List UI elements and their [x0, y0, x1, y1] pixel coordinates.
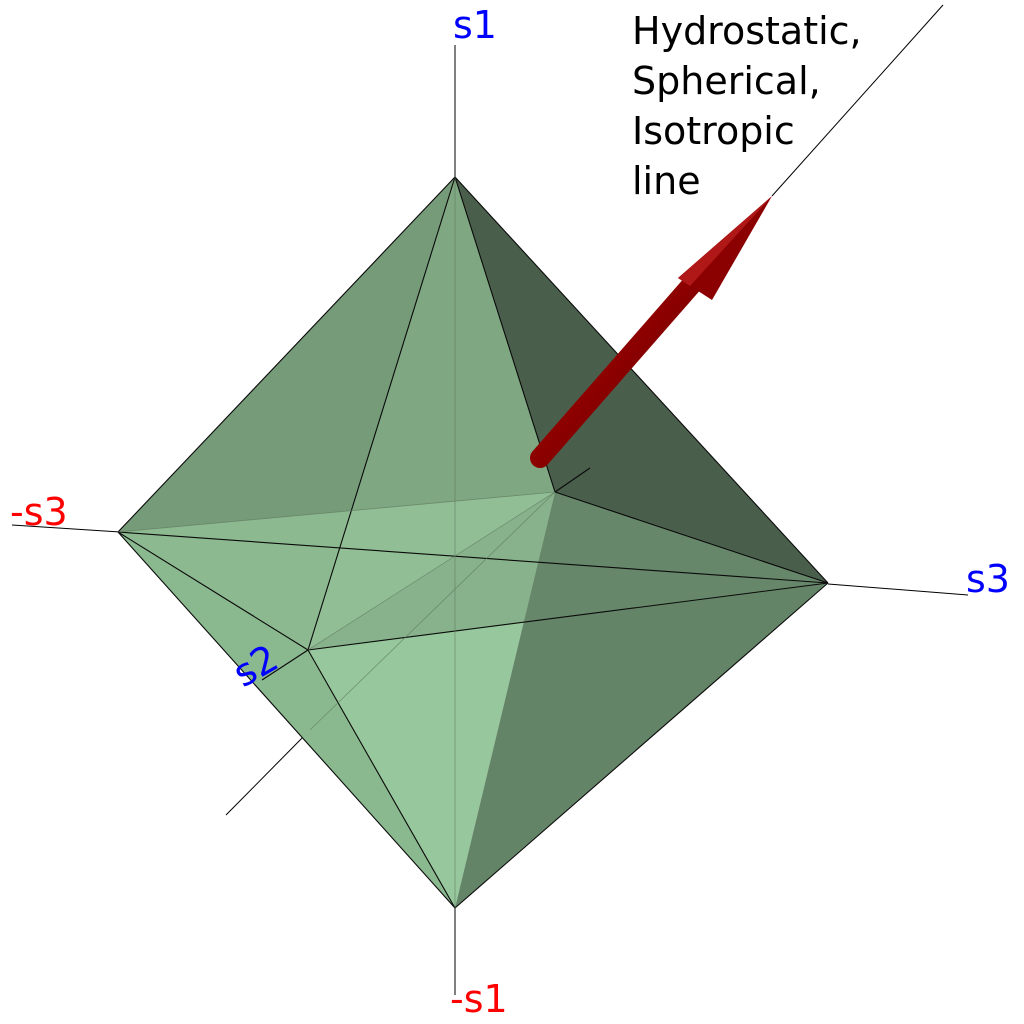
arrow-head-highlight [678, 196, 772, 286]
s2-axis [225, 729, 311, 816]
s3-axis [827, 583, 969, 596]
hydrostatic-arrow [530, 196, 772, 468]
edge [307, 582, 829, 651]
hydrostatic-annotation: Hydrostatic, Spherical, Isotropic line [632, 9, 862, 203]
edge [554, 491, 829, 584]
edge [117, 531, 456, 909]
edge [454, 176, 829, 584]
arrow-head [678, 196, 772, 300]
edge [117, 176, 456, 533]
neg-s3-label: -s3 [10, 490, 68, 534]
edge [117, 531, 309, 651]
face-lower-right [455, 492, 828, 908]
arrow-shaft [530, 272, 704, 468]
hydrostatic-line [771, 4, 944, 197]
neg-s3-axis [11, 524, 121, 533]
face-back-center [118, 492, 555, 650]
annotation-line-2: Spherical, [632, 59, 821, 103]
edge [307, 176, 456, 651]
internal-line [117, 491, 556, 533]
edge [117, 531, 829, 584]
edge [454, 582, 829, 909]
edge [554, 467, 591, 493]
s3-label: s3 [966, 557, 1010, 601]
internal-line [309, 491, 556, 731]
face-right-band [308, 492, 828, 650]
octahedron [117, 176, 829, 909]
neg-s1-label: -s1 [450, 977, 508, 1021]
annotation-line-4: line [632, 159, 701, 203]
face-lower-front [308, 492, 555, 908]
axes [11, 4, 969, 995]
edge [454, 176, 556, 493]
annotation-line-3: Isotropic [632, 109, 795, 153]
annotation-line-1: Hydrostatic, [632, 9, 862, 53]
internal-line [307, 491, 556, 651]
edge [307, 649, 456, 909]
s2-tick [261, 649, 309, 681]
s1-label: s1 [453, 3, 497, 47]
